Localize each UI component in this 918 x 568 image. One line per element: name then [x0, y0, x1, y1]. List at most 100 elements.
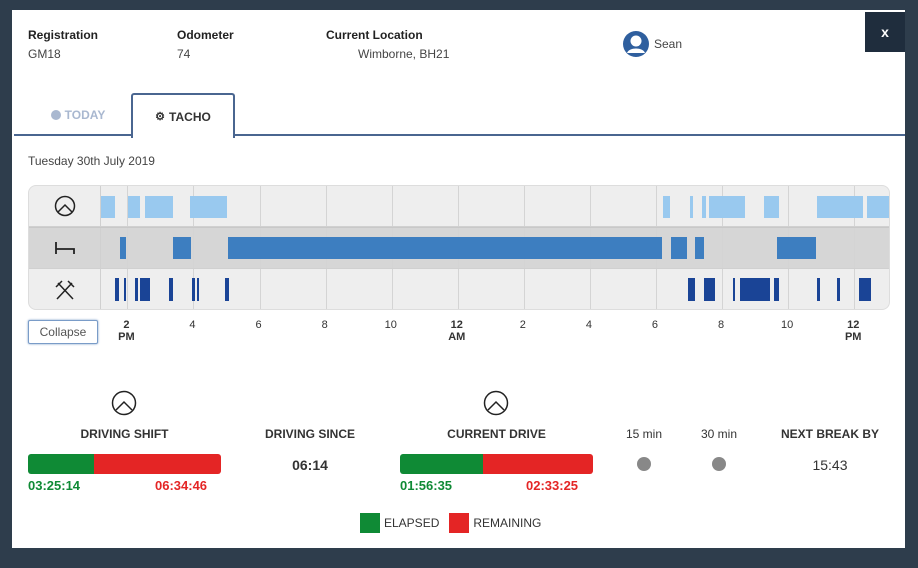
gridline: [259, 186, 261, 226]
gridline: [127, 228, 129, 268]
driving-plot: [101, 186, 889, 226]
tacho-timeline: [28, 185, 890, 310]
odometer-value: 74: [177, 47, 191, 61]
axis-tick-label: 2: [519, 319, 526, 331]
gridline: [523, 186, 525, 226]
collapse-button[interactable]: Collapse: [28, 320, 98, 344]
work-segment: [115, 278, 119, 301]
axis-tick-label: 2 PM: [118, 319, 135, 343]
rest-row: [29, 227, 889, 269]
next-break-value: 15:43: [812, 457, 848, 473]
remaining-fill: [483, 454, 593, 474]
driver-name: Sean: [654, 37, 683, 51]
gridline: [325, 269, 327, 309]
rest-plot: [101, 228, 889, 268]
work-segment: [774, 278, 779, 301]
rest-segment: [670, 237, 687, 259]
axis-tick-label: 8: [321, 319, 328, 331]
work-segment: [816, 278, 820, 301]
elapsed-fill: [28, 454, 94, 474]
work-segment: [140, 278, 150, 301]
gridline: [127, 269, 129, 309]
next-break-label: NEXT BREAK BY: [780, 427, 879, 441]
driving-row: [29, 186, 889, 227]
elapsed-fill: [400, 454, 484, 474]
driver: Sean: [622, 30, 682, 58]
info-icon: [50, 109, 61, 120]
drive-elapsed: 01:56:35: [400, 478, 453, 493]
work-segment: [703, 278, 716, 301]
work-segment: [732, 278, 736, 301]
work-plot: [101, 269, 889, 309]
work-segment: [123, 278, 126, 301]
gridline: [854, 269, 856, 309]
work-segment: [134, 278, 138, 301]
driving-since-value: 06:14: [292, 457, 328, 473]
time-axis: 2 PM 4 6 8 10 12 AM 2 4 6 8 10 12 PM: [12, 315, 905, 355]
tab-today-label: TODAY: [64, 107, 106, 122]
gridline: [788, 186, 790, 226]
axis-tick-label: 10: [781, 319, 794, 331]
location-field: Current Location Wimborne, BH21: [326, 28, 449, 61]
shift-elapsed: 03:25:14: [28, 478, 81, 493]
gridline: [325, 186, 327, 226]
gridline: [391, 186, 393, 226]
gridline: [457, 269, 459, 309]
break-30-label: 30 min: [700, 427, 738, 441]
work-segment: [858, 278, 872, 301]
work-row: [29, 269, 889, 309]
gridline: [193, 228, 195, 268]
driving-shift-bar: [28, 454, 221, 474]
driving-segment: [145, 196, 173, 218]
break-15-label: 15 min: [625, 427, 663, 441]
close-button[interactable]: x: [865, 12, 905, 52]
odometer-field: Odometer 74: [177, 28, 234, 61]
axis-tick-label: 12 AM: [448, 319, 466, 343]
legend-remaining: REMAINING: [473, 516, 542, 530]
tab-tacho-label: TACHO: [169, 109, 211, 124]
tab-today[interactable]: TODAY: [28, 93, 128, 136]
elapsed-swatch: [360, 513, 380, 533]
work-segment: [687, 278, 695, 301]
drive-remaining: 02:33:25: [526, 478, 579, 493]
legend: ELAPSED REMAINING: [360, 513, 541, 533]
axis-tick-label: 6: [651, 319, 659, 331]
gridline: [589, 186, 591, 226]
break-15-status-dot: [637, 457, 651, 471]
remaining-swatch: [449, 513, 470, 533]
axis-tick-label: 10: [384, 319, 397, 331]
odometer-label: Odometer: [177, 28, 234, 42]
registration-value: GM18: [28, 47, 61, 61]
bed-icon: [54, 242, 75, 254]
location-value: Wimborne, BH21: [358, 47, 450, 61]
location-label: Current Location: [326, 28, 423, 42]
registration-field: Registration GM18: [28, 28, 98, 61]
driving-segment: [190, 196, 228, 218]
work-segment: [740, 278, 770, 301]
rest-segment: [172, 237, 192, 259]
vehicle-modal: x Registration GM18 Odometer 74 Current …: [12, 10, 905, 548]
gridline: [259, 269, 261, 309]
driving-segment: [701, 196, 706, 218]
work-segment: [197, 278, 200, 301]
rest-segment: [694, 237, 704, 259]
driving-segment: [690, 196, 694, 218]
driving-segment: [764, 196, 779, 218]
shift-remaining: 06:34:46: [155, 478, 208, 493]
gridline: [655, 269, 657, 309]
axis-tick-label: 12 PM: [844, 319, 862, 343]
gridline: [722, 269, 724, 309]
axis-tick-label: 6: [255, 319, 262, 331]
rest-segment: [777, 237, 817, 259]
gridline: [722, 228, 724, 268]
gridline: [457, 186, 459, 226]
work-segment: [837, 278, 841, 301]
tab-tacho[interactable]: ⚙ TACHO: [131, 93, 235, 138]
steering-wheel-icon: [483, 390, 509, 416]
user-icon: [623, 31, 649, 57]
work-segment: [191, 278, 196, 301]
gridline: [391, 269, 393, 309]
remaining-fill: [94, 454, 221, 474]
rest-segment: [119, 237, 127, 259]
work-segment: [225, 278, 229, 301]
